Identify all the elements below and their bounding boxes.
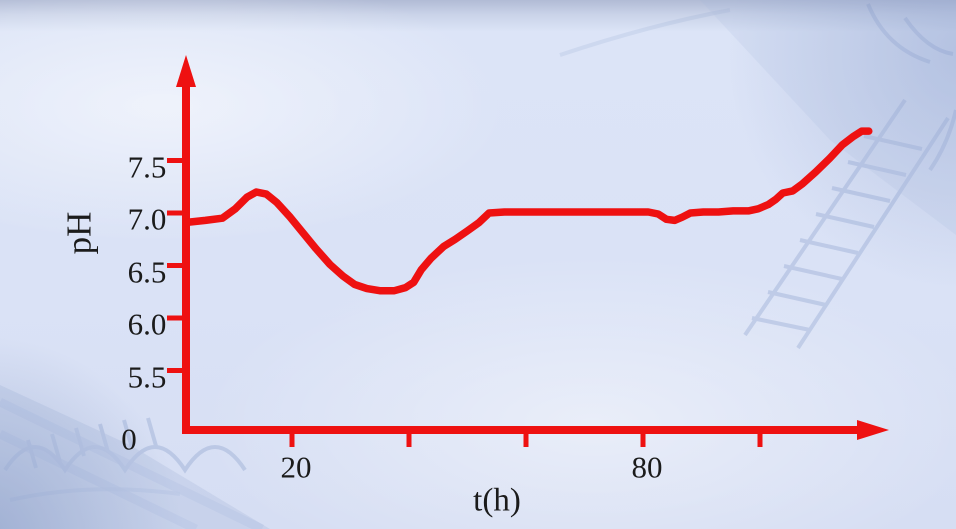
sketch-watermark-bottom-left: [0, 385, 270, 529]
ph-curve: [182, 127, 873, 295]
x-axis-arrowhead: [857, 420, 889, 440]
axis-ticks: [167, 158, 763, 447]
sketch-watermark-top-right: [559, 0, 956, 350]
y-axis-arrowhead: [176, 55, 196, 87]
